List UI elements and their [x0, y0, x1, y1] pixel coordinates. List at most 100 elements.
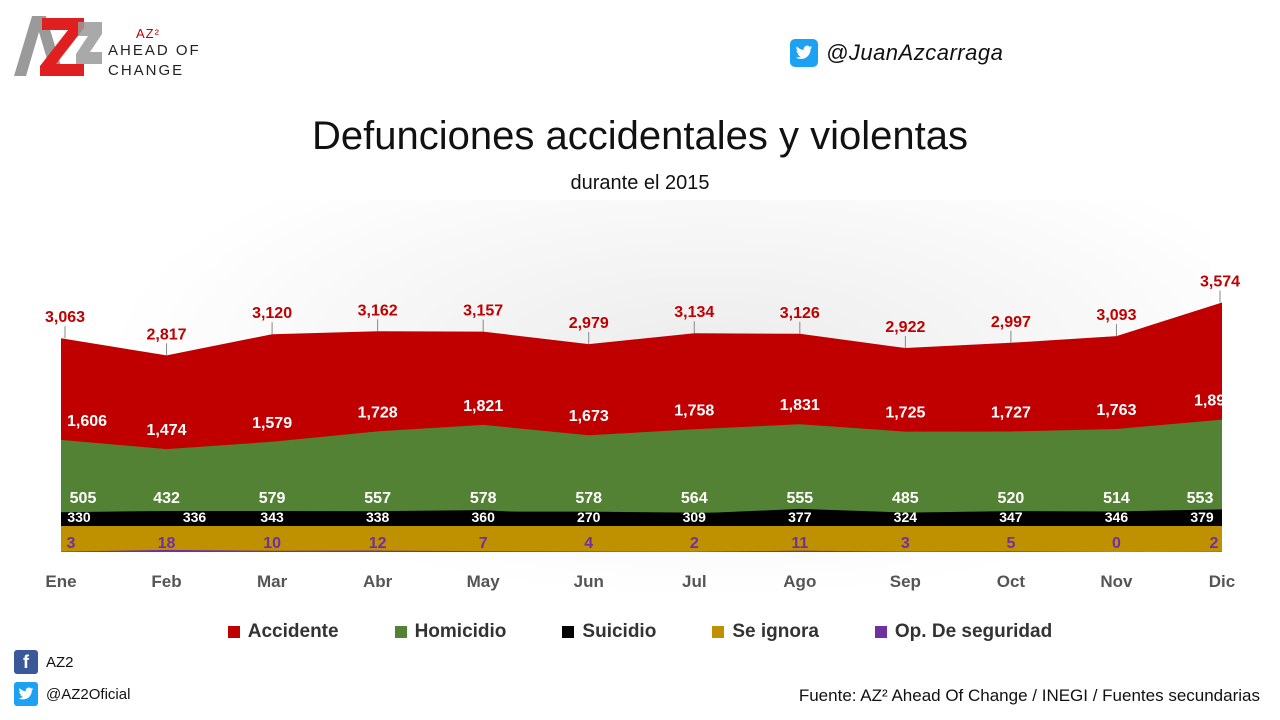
data-label-suicidio: 514	[1103, 490, 1130, 507]
data-label-accidente: 2,997	[991, 314, 1031, 331]
data-label-suicidio: 553	[1187, 490, 1214, 507]
legend-item-accidente: Accidente	[227, 621, 339, 643]
twitter-icon	[790, 39, 818, 67]
legend-label-homicidio: Homicidio	[414, 621, 507, 642]
data-label-se-ignora: 347	[999, 509, 1023, 525]
data-label-accidente: 3,157	[463, 303, 503, 320]
data-label-homicidio: 1,606	[67, 413, 107, 430]
data-label-accidente: 3,162	[358, 302, 398, 319]
data-label-se-ignora: 336	[183, 509, 207, 525]
x-tick-label: Feb	[151, 572, 181, 591]
az2-logo: AZ² AHEAD OF CHANGE	[12, 12, 202, 80]
chart-legend: Accidente Homicidio Suicidio Se ignora O…	[0, 621, 1280, 643]
data-label-accidente: 3,134	[674, 304, 714, 321]
data-label-op-de-seguridad: 18	[158, 535, 176, 552]
legend-label-se-ignora: Se ignora	[732, 621, 819, 642]
data-label-se-ignora: 377	[788, 509, 812, 525]
data-label-accidente: 3,120	[252, 305, 292, 322]
data-label-suicidio: 579	[259, 490, 286, 507]
x-tick-label: Jul	[682, 572, 707, 591]
x-tick-label: Jun	[574, 572, 604, 591]
twitter-small-icon	[14, 682, 38, 706]
logo-text-line2: CHANGE	[108, 62, 185, 79]
data-label-suicidio: 578	[470, 490, 497, 507]
data-label-op-de-seguridad: 7	[479, 535, 488, 552]
legend-swatch-accidente	[227, 626, 240, 638]
area-se-ignora-band	[61, 526, 1222, 552]
legend-item-se-ignora: Se ignora	[712, 621, 819, 643]
facebook-icon: f	[14, 650, 38, 674]
legend-item-suicidio: Suicidio	[562, 621, 656, 643]
chart-subtitle: durante el 2015	[570, 172, 710, 194]
data-label-accidente: 2,922	[885, 319, 925, 336]
x-tick-label: Dic	[1209, 572, 1235, 591]
x-tick-label: May	[467, 572, 501, 591]
data-label-homicidio: 1,821	[463, 398, 503, 415]
data-label-op-de-seguridad: 11	[791, 535, 808, 552]
data-label-se-ignora: 309	[683, 509, 707, 525]
twitter-handle-top[interactable]: @JuanAzcarraga	[790, 38, 1003, 68]
data-label-accidente: 2,979	[569, 315, 609, 332]
data-label-op-de-seguridad: 2	[1210, 535, 1219, 552]
data-label-op-de-seguridad: 0	[1112, 535, 1121, 552]
twitter-handle-text: @JuanAzcarraga	[826, 40, 1004, 65]
data-label-suicidio: 520	[998, 490, 1025, 507]
data-label-accidente: 2,817	[147, 326, 187, 343]
area-suicidio-band	[61, 508, 1222, 526]
area-op-de-seguridad	[61, 549, 1222, 552]
data-label-op-de-seguridad: 4	[584, 535, 593, 552]
legend-label-accidente: Accidente	[247, 621, 339, 642]
data-label-homicidio: 1,897	[1194, 393, 1234, 410]
x-tick-label: Abr	[363, 572, 393, 591]
data-label-op-de-seguridad: 3	[901, 535, 910, 552]
logo-text-line1: AHEAD OF	[108, 42, 201, 59]
x-tick-label: Nov	[1100, 572, 1133, 591]
data-label-homicidio: 1,728	[358, 404, 398, 421]
data-label-accidente: 3,093	[1096, 307, 1136, 324]
data-label-se-ignora: 379	[1190, 509, 1214, 525]
legend-swatch-suicidio	[562, 626, 575, 638]
data-label-homicidio: 1,725	[885, 405, 925, 422]
facebook-link[interactable]: f AZ2	[14, 650, 74, 674]
x-tick-label: Mar	[257, 572, 288, 591]
data-label-op-de-seguridad: 10	[263, 535, 281, 552]
data-label-op-de-seguridad: 5	[1006, 535, 1015, 552]
x-tick-label: Ene	[45, 572, 76, 591]
x-tick-label: Sep	[890, 572, 921, 591]
legend-label-op-seguridad: Op. De seguridad	[894, 621, 1053, 642]
legend-label-suicidio: Suicidio	[582, 621, 657, 642]
data-label-suicidio: 485	[892, 490, 919, 507]
data-label-suicidio: 564	[681, 490, 708, 507]
data-label-se-ignora: 270	[577, 509, 601, 525]
data-label-homicidio: 1,831	[780, 397, 820, 414]
legend-swatch-op-seguridad	[874, 626, 887, 638]
data-label-accidente: 3,126	[780, 305, 820, 322]
data-label-homicidio: 1,579	[252, 415, 292, 432]
data-label-homicidio: 1,727	[991, 404, 1031, 421]
data-label-se-ignora: 346	[1105, 509, 1129, 525]
data-label-suicidio: 557	[364, 490, 391, 507]
data-label-se-ignora: 324	[894, 509, 918, 525]
logo-superscript: AZ²	[136, 26, 160, 41]
data-label-suicidio: 432	[153, 490, 180, 507]
data-label-op-de-seguridad: 2	[690, 535, 699, 552]
legend-swatch-se-ignora	[712, 626, 725, 638]
az2-logo-mark	[14, 16, 102, 76]
x-tick-label: Ago	[783, 572, 816, 591]
data-label-suicidio: 578	[575, 490, 602, 507]
x-tick-label: Oct	[997, 572, 1026, 591]
data-label-se-ignora: 343	[260, 509, 284, 525]
data-label-se-ignora: 330	[67, 509, 91, 525]
facebook-label: AZ2	[46, 653, 74, 671]
data-label-op-de-seguridad: 3	[67, 535, 76, 552]
data-label-homicidio: 1,763	[1096, 402, 1136, 419]
data-label-se-ignora: 360	[472, 509, 496, 525]
data-label-homicidio: 1,474	[147, 422, 187, 439]
data-label-suicidio: 505	[70, 490, 97, 507]
twitter-small-label: @AZ2Oficial	[46, 685, 131, 703]
source-footnote: Fuente: AZ² Ahead Of Change / INEGI / Fu…	[798, 686, 1260, 705]
data-label-op-de-seguridad: 12	[369, 535, 387, 552]
data-label-se-ignora: 338	[366, 509, 390, 525]
twitter-link-small[interactable]: @AZ2Oficial	[14, 682, 130, 706]
